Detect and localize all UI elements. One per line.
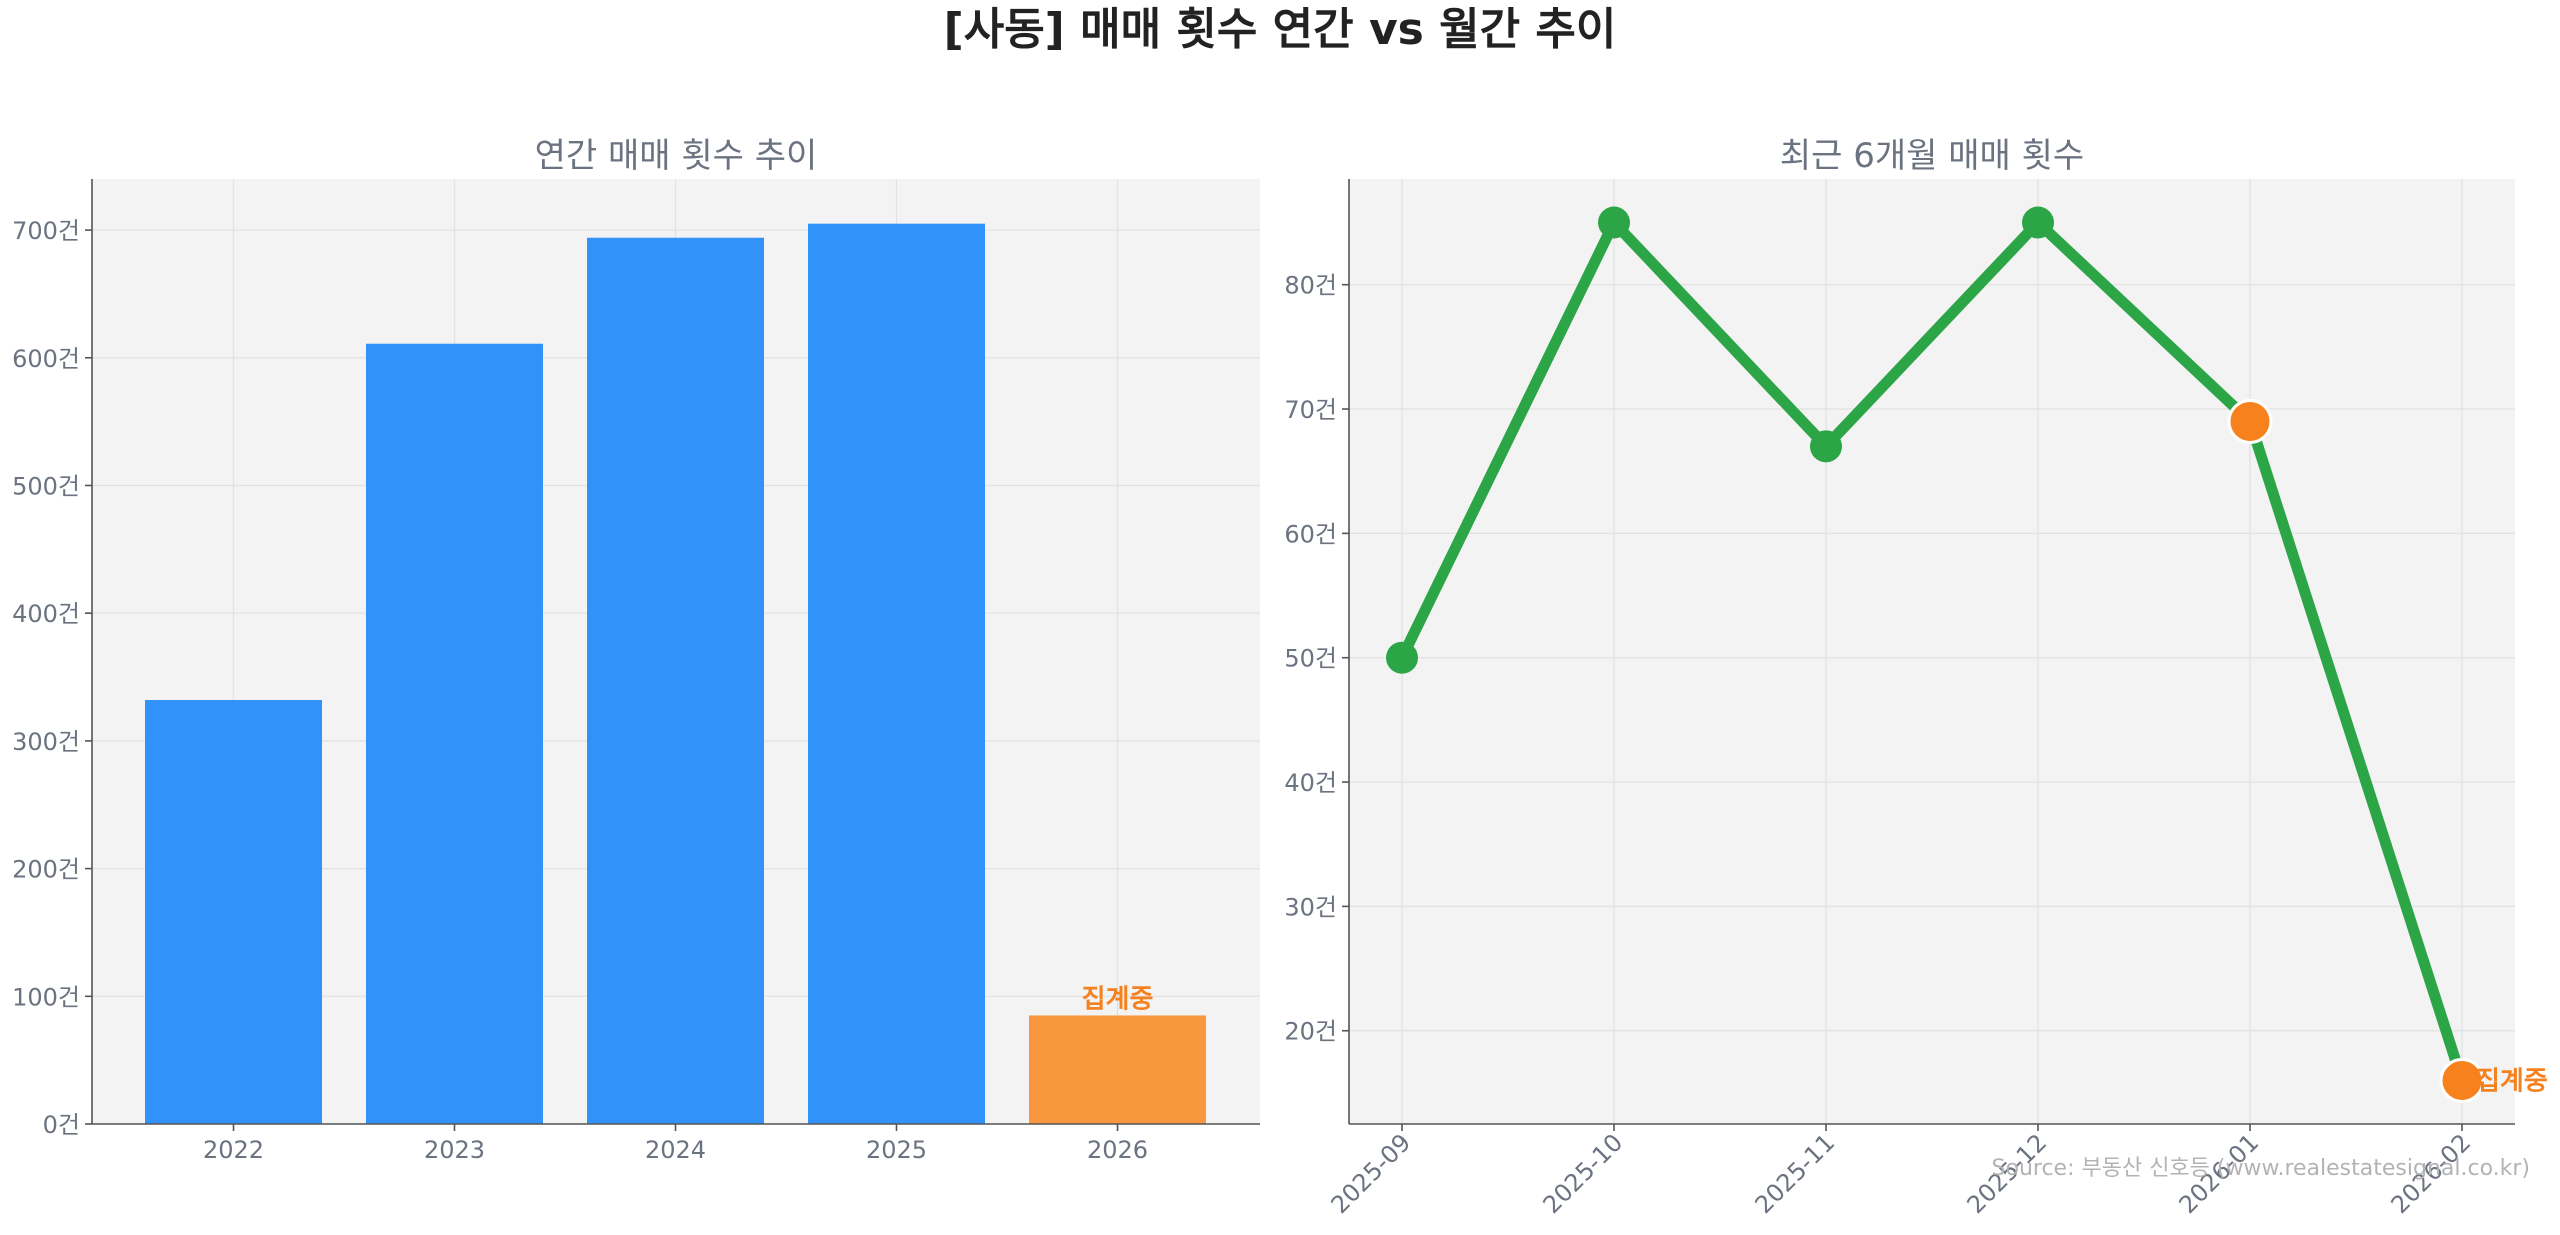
monthly-y-tick-label: 80건 — [1284, 272, 1337, 300]
annual-x-tick-label: 2022 — [203, 1136, 264, 1164]
monthly-point-2025-09 — [1386, 641, 1418, 674]
monthly-y-tick-label: 60건 — [1284, 520, 1337, 548]
annual-y-tick-label: 400건 — [12, 600, 80, 628]
annual-y-tick-label: 200건 — [12, 856, 80, 884]
monthly-point-2025-11 — [1810, 430, 1842, 463]
monthly-series-line — [1396, 217, 2468, 1086]
monthly-point-2025-10 — [1598, 206, 1630, 239]
annual-chart-title: 연간 매매 횟수 추이 — [535, 136, 818, 176]
source-credit: Source: 부동산 신호등 (www.realestatesignal.co… — [1992, 1156, 2530, 1181]
monthly-y-tick-label: 20건 — [1284, 1018, 1337, 1046]
monthly-y-tick-label: 30건 — [1284, 893, 1337, 921]
annual-y-tick-label: 100건 — [12, 983, 80, 1011]
annual-x-tick-label: 2025 — [866, 1136, 927, 1164]
monthly-point-2026-01 — [2227, 398, 2273, 444]
annual-x-tick-label: 2024 — [645, 1136, 706, 1164]
annual-y-tick-label: 300건 — [12, 728, 80, 756]
monthly-y-tick-label: 40건 — [1284, 769, 1337, 797]
monthly-x-tick-label: 2025-11 — [1750, 1128, 1841, 1219]
annual-chart-panel: 연간 매매 횟수 추이 집계중 0건 100건 200건 300건 400건 500건 60… — [12, 136, 1260, 1164]
monthly-chart-panel: 최근 6개월 매매 횟수 집계중 20건 30건 40건 50건 60건 70건 80건 20… — [1284, 136, 2547, 1219]
annual-x-tick-label: 2023 — [424, 1136, 485, 1164]
monthly-y-tick-label: 50건 — [1284, 645, 1337, 673]
monthly-x-tick-label: 2025-09 — [1326, 1128, 1417, 1219]
monthly-plot-background — [1349, 179, 2515, 1124]
annual-partial-label: 집계중 — [1082, 984, 1154, 1014]
annual-bar-2024 — [587, 237, 764, 1125]
annual-bar-2026 — [1029, 1015, 1206, 1124]
monthly-partial-label: 집계중 — [2476, 1066, 2548, 1096]
monthly-y-tick-label: 70건 — [1284, 396, 1337, 424]
figure-title: [사동] 매매 횟수 연간 vs 월간 추이 — [944, 4, 1617, 55]
monthly-x-tick-label: 2025-10 — [1538, 1128, 1629, 1219]
monthly-point-2026-02 — [2439, 1057, 2485, 1103]
annual-y-tick-label: 500건 — [12, 472, 80, 500]
annual-bar-2025 — [808, 223, 985, 1125]
annual-bar-2022 — [145, 700, 322, 1124]
annual-y-tick-label: 0건 — [43, 1111, 80, 1139]
monthly-chart-title: 최근 6개월 매매 횟수 — [1780, 136, 2084, 176]
annual-x-tick-label: 2026 — [1087, 1136, 1148, 1164]
monthly-point-2025-12 — [2022, 206, 2054, 239]
annual-y-tick-label: 700건 — [12, 217, 80, 245]
annual-y-tick-label: 600건 — [12, 345, 80, 373]
annual-bar-2023 — [366, 343, 543, 1125]
